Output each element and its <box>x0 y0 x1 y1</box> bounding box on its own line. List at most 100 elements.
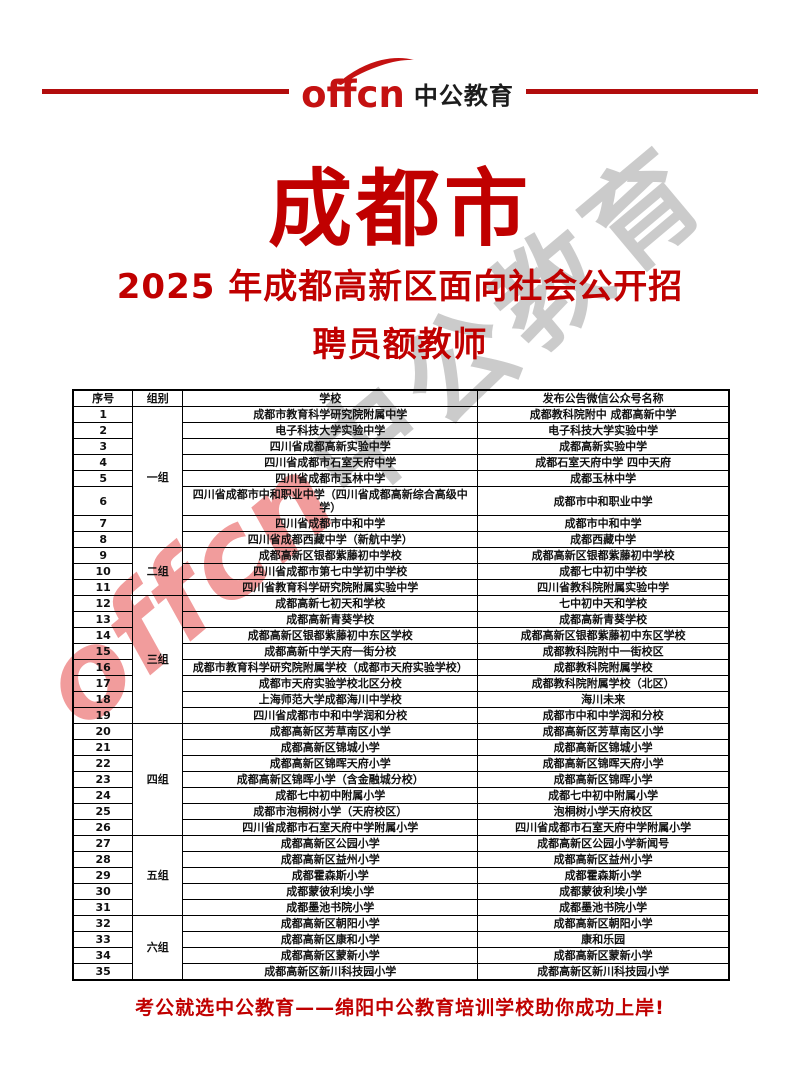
cell-no: 34 <box>72 947 134 964</box>
cell-no: 7 <box>72 515 134 532</box>
table-row: 32 六组 成都高新区朝阳小学 成都高新区朝阳小学 <box>72 915 730 981</box>
table-row: 33 成都高新区康和小学 康和乐园 <box>72 931 730 948</box>
table-row: 21 成都高新区锦城小学 成都高新区锦城小学 <box>72 739 730 756</box>
cell-school: 成都高新区银都紫藤初中东区学校 <box>182 627 479 644</box>
cell-account: 泡桐树小学天府校区 <box>477 803 730 820</box>
table-row: 25 成都市泡桐树小学（天府校区） 泡桐树小学天府校区 <box>72 803 730 820</box>
cell-account: 成都西藏中学 <box>477 531 730 548</box>
cell-no: 31 <box>72 899 134 916</box>
cell-account: 成都高新区芳草南区小学 <box>477 723 730 740</box>
cell-account: 成都高新区银都紫藤初中学校 <box>477 547 730 564</box>
cell-school: 四川省成都市中和职业中学（四川省成都高新综合高级中学） <box>182 486 479 516</box>
cell-school: 四川省成都市中和中学润和分校 <box>182 707 479 724</box>
cell-account: 成都高新区银都紫藤初中东区学校 <box>477 627 730 644</box>
cell-no: 19 <box>72 707 134 724</box>
table-row: 17 成都市天府实验学校北区分校 成都教科院附属学校（北区） <box>72 675 730 692</box>
cell-school: 成都高新区锦城小学 <box>182 739 479 756</box>
table-row: 5 四川省成都市玉林中学 成都玉林中学 <box>72 470 730 487</box>
cell-school: 四川省成都市石室天府中学附属小学 <box>182 819 479 836</box>
table-row: 7 四川省成都市中和中学 成都市中和中学 <box>72 515 730 532</box>
cell-account: 四川省教科院附属实验中学 <box>477 579 730 596</box>
school-table-wrap: 序号 组别 学校 发布公告微信公众号名称 1 一组 成都市教育科学研究院附属中学 成都教科院… <box>72 389 730 981</box>
cell-no: 1 <box>72 406 134 423</box>
cell-no: 3 <box>72 438 134 455</box>
cell-account: 四川省成都市石室天府中学附属小学 <box>477 819 730 836</box>
cell-group: 六组 <box>132 915 184 981</box>
cell-school: 四川省成都西藏中学（新航中学） <box>182 531 479 548</box>
school-table-body: 1 一组 成都市教育科学研究院附属中学 成都教科院附中 成都高新中学 2 电子科技大学实验… <box>72 406 730 981</box>
cell-group: 四组 <box>132 723 184 836</box>
header-cell-no: 序号 <box>72 389 134 407</box>
cell-no: 2 <box>72 422 134 439</box>
cell-no: 10 <box>72 563 134 580</box>
cell-account: 成都市中和中学润和分校 <box>477 707 730 724</box>
cell-school: 成都高新区新川科技园小学 <box>182 963 479 981</box>
header-cell-school: 学校 <box>182 389 479 407</box>
table-row: 34 成都高新区蒙新小学 成都高新区蒙新小学 <box>72 947 730 964</box>
subtitle-line-2: 聘员额教师 <box>312 325 488 365</box>
cell-account: 电子科技大学实验中学 <box>477 422 730 439</box>
table-row: 6 四川省成都市中和职业中学（四川省成都高新综合高级中学） 成都市中和职业中学 <box>72 486 730 516</box>
cell-school: 四川省成都高新实验中学 <box>182 438 479 455</box>
table-row: 35 成都高新区新川科技园小学 成都高新区新川科技园小学 <box>72 963 730 981</box>
cell-no: 14 <box>72 627 134 644</box>
cell-school: 四川省成都市第七中学初中学校 <box>182 563 479 580</box>
cell-group: 五组 <box>132 835 184 916</box>
cell-account: 成都高新区锦晖天府小学 <box>477 755 730 772</box>
cell-account: 成都蒙彼利埃小学 <box>477 883 730 900</box>
cell-school: 四川省成都市石室天府中学 <box>182 454 479 471</box>
cell-no: 28 <box>72 851 134 868</box>
cell-account: 成都高新区蒙新小学 <box>477 947 730 964</box>
cell-account: 成都教科院附属学校（北区） <box>477 675 730 692</box>
cell-school: 成都市泡桐树小学（天府校区） <box>182 803 479 820</box>
cell-account: 成都市中和职业中学 <box>477 486 730 516</box>
table-row: 26 四川省成都市石室天府中学附属小学 四川省成都市石室天府中学附属小学 <box>72 819 730 836</box>
cell-account: 成都七中初中学校 <box>477 563 730 580</box>
cell-school: 成都高新区锦晖小学（含金融城分校） <box>182 771 479 788</box>
cell-no: 25 <box>72 803 134 820</box>
cell-account: 成都高新区朝阳小学 <box>477 915 730 932</box>
cell-account: 成都高新区锦城小学 <box>477 739 730 756</box>
table-row: 1 一组 成都市教育科学研究院附属中学 成都教科院附中 成都高新中学 <box>72 406 730 548</box>
table-row: 19 四川省成都市中和中学润和分校 成都市中和中学润和分校 <box>72 707 730 724</box>
cell-account: 成都墨池书院小学 <box>477 899 730 916</box>
cell-no: 30 <box>72 883 134 900</box>
cell-school: 四川省成都市中和中学 <box>182 515 479 532</box>
cell-no: 6 <box>72 486 134 516</box>
table-row: 12 三组 成都高新七初天和学校 七中初中天和学校 <box>72 595 730 724</box>
cell-no: 35 <box>72 963 134 981</box>
cell-no: 22 <box>72 755 134 772</box>
cell-school: 成都高新区公园小学 <box>182 835 479 852</box>
cell-no: 23 <box>72 771 134 788</box>
footer-slogan: 考公就选中公教育——绵阳中公教育培训学校助你成功上岸! <box>135 997 665 1019</box>
cell-group: 二组 <box>132 547 184 596</box>
cell-no: 20 <box>72 723 134 740</box>
cell-no: 21 <box>72 739 134 756</box>
cell-group: 一组 <box>132 406 184 548</box>
cell-no: 13 <box>72 611 134 628</box>
cell-no: 32 <box>72 915 134 932</box>
cell-school: 成都高新七初天和学校 <box>182 595 479 612</box>
cell-account: 成都高新区锦晖小学 <box>477 771 730 788</box>
cell-school: 成都高新区蒙新小学 <box>182 947 479 964</box>
table-row: 16 成都市教育科学研究院附属学校（成都市天府实验学校） 成都教科院附属学校 <box>72 659 730 676</box>
subtitle-line-1: 2025 年成都高新区面向社会公开招 <box>116 267 684 307</box>
cell-account: 成都教科院附属学校 <box>477 659 730 676</box>
cell-account: 七中初中天和学校 <box>477 595 730 612</box>
table-row: 2 电子科技大学实验中学 电子科技大学实验中学 <box>72 422 730 439</box>
school-table: 序号 组别 学校 发布公告微信公众号名称 1 一组 成都市教育科学研究院附属中学 成都教科院… <box>72 389 730 981</box>
cell-account: 海川未来 <box>477 691 730 708</box>
cell-school: 成都霍森斯小学 <box>182 867 479 884</box>
cell-school: 成都高新区锦晖天府小学 <box>182 755 479 772</box>
header-cell-group: 组别 <box>132 389 184 407</box>
cell-account: 成都玉林中学 <box>477 470 730 487</box>
table-row: 29 成都霍森斯小学 成都霍森斯小学 <box>72 867 730 884</box>
cell-no: 18 <box>72 691 134 708</box>
cell-no: 15 <box>72 643 134 660</box>
cell-no: 27 <box>72 835 134 852</box>
logo-band: offcn 中公教育 <box>0 57 800 120</box>
cell-account: 成都石室天府中学 四中天府 <box>477 454 730 471</box>
cell-school: 成都高新区银都紫藤初中学校 <box>182 547 479 564</box>
cell-account: 康和乐园 <box>477 931 730 948</box>
table-row: 20 四组 成都高新区芳草南区小学 成都高新区芳草南区小学 <box>72 723 730 836</box>
